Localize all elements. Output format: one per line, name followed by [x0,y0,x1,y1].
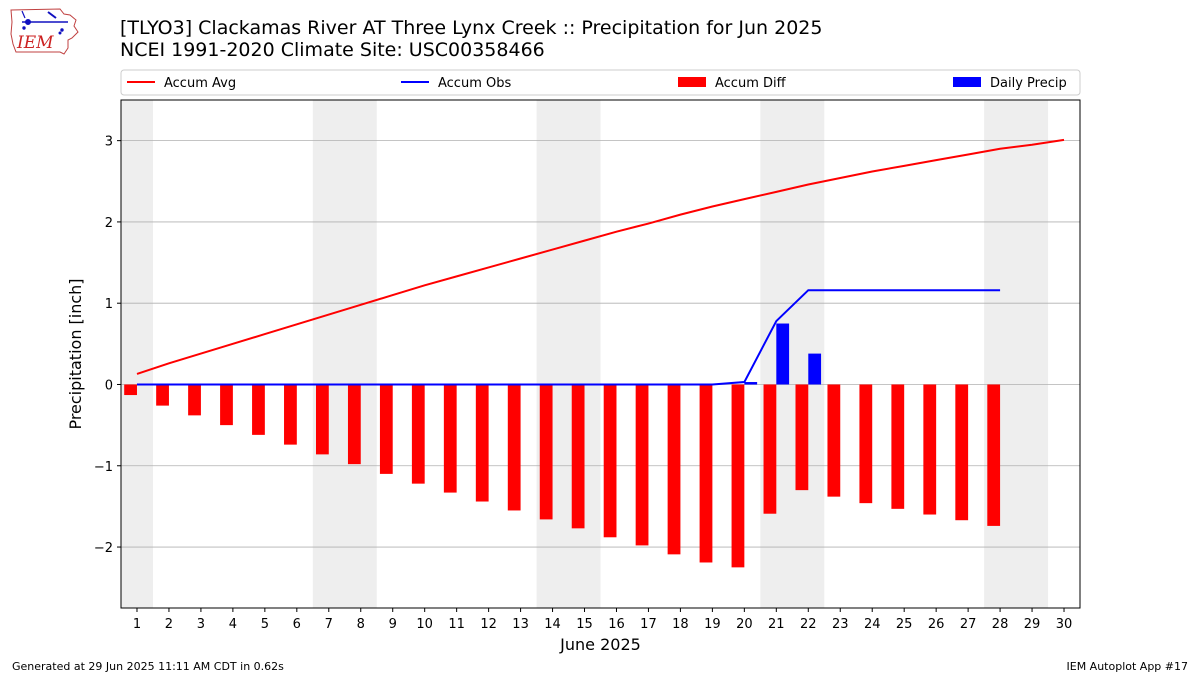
x-tick-label: 19 [704,617,721,632]
generated-timestamp: Generated at 29 Jun 2025 11:11 AM CDT in… [12,660,284,673]
accum-diff-bar [379,384,393,474]
x-tick-label: 28 [992,617,1009,632]
x-tick-label: 10 [416,617,433,632]
accum-diff-bar [923,384,937,515]
accum-diff-bar [188,384,201,416]
accum-diff-bar [763,384,777,514]
y-tick-label: 0 [105,378,113,393]
x-tick-label: 25 [896,617,913,632]
weekend-band [121,100,153,608]
accum-avg-line [136,138,1065,375]
accum-diff-bar [635,384,649,546]
daily-precip-bar [776,323,790,385]
x-tick-label: 16 [608,617,625,632]
accum-obs-line [136,289,1001,386]
weekend-band [536,100,601,608]
chart-title: [TLYO3] Clackamas River AT Three Lynx Cr… [120,17,823,39]
y-tick-label: −2 [94,541,113,556]
accum-diff-bar [731,384,745,568]
accum-diff-bar [987,384,1001,526]
plot-frame [120,99,1081,609]
y-tick-label: 2 [105,216,113,231]
legend-label: Daily Precip [990,76,1067,91]
x-tick-label: 5 [261,617,269,632]
legend-label: Accum Obs [438,76,511,91]
legend-label: Accum Diff [715,76,787,91]
app-credit: IEM Autoplot App #17 [1066,660,1189,673]
x-tick-label: 27 [960,617,977,632]
accum-diff-bar [507,384,521,511]
y-tick-label: 3 [105,135,113,150]
x-tick-label: 21 [768,617,785,632]
daily-precip-bar [744,382,758,385]
accum-diff-bar [443,384,457,493]
accum-diff-bar [252,384,265,435]
y-tick-label: 1 [105,297,113,312]
x-tick-label: 2 [165,617,173,632]
x-tick-label: 1 [133,617,141,632]
x-tick-label: 6 [293,617,301,632]
daily-precip-bar [808,353,822,385]
logo-text: IEM [16,33,54,53]
legend-swatch [953,77,981,87]
x-tick-label: 29 [1024,617,1041,632]
x-tick-label: 7 [325,617,333,632]
accum-diff-bar [539,384,553,520]
x-tick-label: 11 [448,617,465,632]
accum-diff-bar [220,384,233,426]
accum-diff-bar [667,384,681,555]
accum-diff-bar [795,384,809,491]
x-tick-label: 24 [864,617,881,632]
x-tick-label: 14 [544,617,561,632]
iowa-outline-shape [10,8,79,55]
accum-diff-bar [891,384,905,509]
x-tick-label: 8 [357,617,365,632]
legend: Accum Avg Accum Obs Accum Diff Daily Precip [120,69,1081,96]
accum-diff-bar [411,384,425,484]
y-axis-label: Precipitation [inch] [66,278,85,429]
x-tick-label: 18 [672,617,689,632]
legend-label: Accum Avg [164,76,236,91]
accum-diff-bar [156,384,169,406]
weekend-band [312,100,377,608]
x-tick-label: 4 [229,617,237,632]
x-tick-label: 30 [1056,617,1073,632]
accum-diff-bar [955,384,969,521]
accum-diff-bar [571,384,585,529]
accum-diff-bar [315,384,329,455]
accum-diff-bar [827,384,841,497]
weather-symbols-icon [21,10,68,35]
accum-diff-bar [603,384,617,538]
x-tick-label: 3 [197,617,205,632]
accum-diff-bar [699,384,713,563]
legend-swatch [678,77,706,87]
accum-diff-bar [475,384,489,502]
accum-diff-bar [124,384,137,396]
x-tick-label: 13 [512,617,529,632]
accum-diff-bar [859,384,873,504]
legend-box [120,69,1081,96]
iem-logo: IEM [10,8,79,55]
x-tick-label: 20 [736,617,753,632]
y-tick-label: −1 [94,460,113,475]
x-tick-label: 26 [928,617,945,632]
x-tick-label: 9 [389,617,397,632]
x-tick-label: 17 [640,617,657,632]
x-tick-label: 22 [800,617,817,632]
accum-diff-bar [347,384,361,465]
x-tick-label: 12 [480,617,497,632]
x-tick-label: 15 [576,617,593,632]
accum-diff-bar [284,384,297,445]
x-tick-label: 23 [832,617,849,632]
chart-subtitle: NCEI 1991-2020 Climate Site: USC00358466 [120,39,545,61]
weekend-band [984,100,1049,608]
x-axis-label: June 2025 [559,635,641,654]
